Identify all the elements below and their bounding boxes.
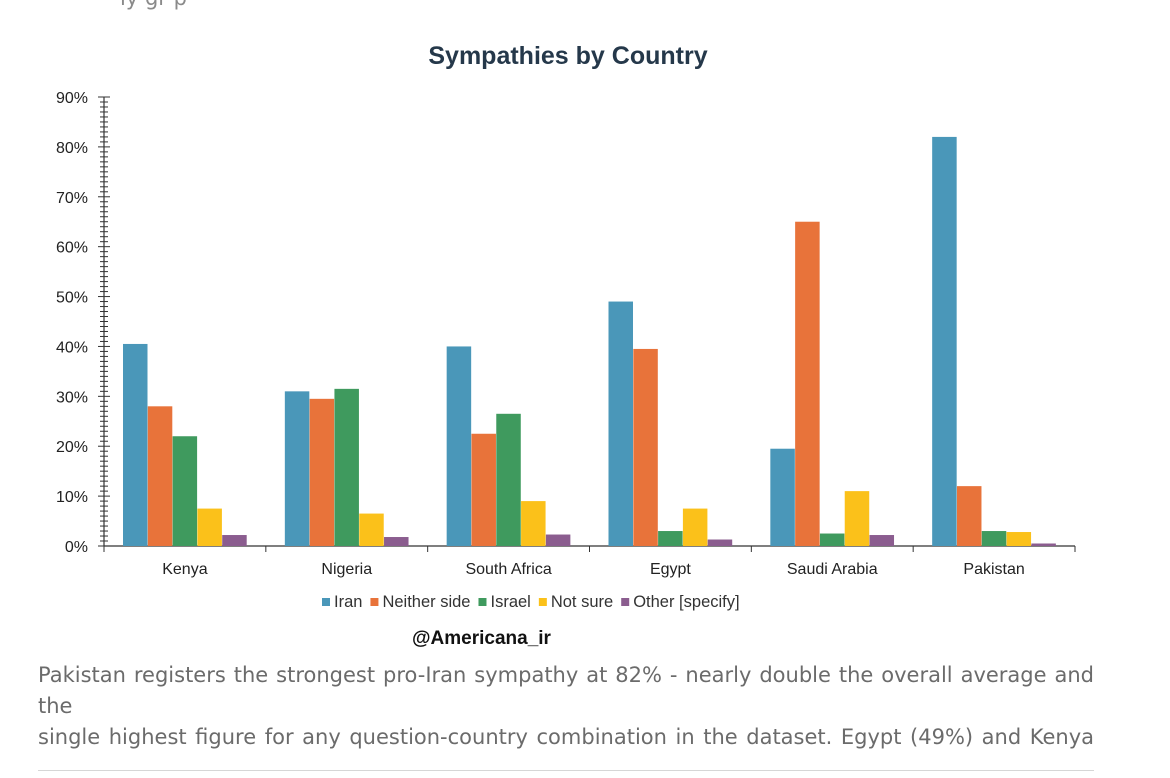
bar-not-sure-nigeria [359,513,384,546]
bar-other-specify-egypt [707,539,733,546]
bar-iran-south-africa [446,346,472,546]
y-tick-label: 0% [65,539,88,556]
y-tick-label: 80% [56,140,88,157]
x-tick-label: Pakistan [963,561,1024,578]
bar-not-sure-pakistan [1006,532,1032,546]
y-tick-label: 90% [56,90,88,107]
legend-label: Other [specify] [633,593,739,611]
x-tick-label: Nigeria [321,561,372,578]
bar-not-sure-south-africa [521,501,546,546]
bar-israel-kenya [172,436,198,546]
x-tick-label: Kenya [162,561,207,578]
legend-label: Iran [334,593,362,611]
bar-israel-nigeria [334,388,359,546]
legend-swatch [370,598,379,606]
bar-series-group [123,136,1056,546]
bar-iran-egypt [608,301,633,546]
legend-label: Not sure [551,593,613,611]
bar-israel-saudi-arabia [819,533,845,546]
y-tick-label: 20% [56,439,88,456]
bar-israel-egypt [658,531,683,546]
y-tick-label: 40% [56,339,88,356]
bar-neither-side-nigeria [309,398,335,546]
bar-israel-south-africa [496,413,521,546]
bar-neither-side-saudi-arabia [795,221,820,546]
bar-not-sure-kenya [197,508,222,546]
legend-swatch [538,598,547,606]
bar-not-sure-egypt [682,508,708,546]
bar-neither-side-south-africa [471,433,496,546]
legend-swatch [322,598,330,606]
bar-other-specify-south-africa [545,534,571,546]
bar-israel-pakistan [981,531,1007,546]
legend-label: Israel [490,593,530,611]
bar-neither-side-pakistan [956,486,982,546]
bar-not-sure-saudi-arabia [844,491,870,546]
y-tick-label: 60% [56,240,88,257]
bar-iran-pakistan [932,136,957,546]
y-tick-label: 10% [56,489,88,506]
bar-chart: Sympathies by Country 0% 10% 20% 30% 40% 50% 6… [56,42,1076,611]
legend-swatch [621,598,630,606]
bar-iran-saudi-arabia [770,448,795,546]
bar-neither-side-egypt [633,348,658,546]
caption-paragraph: Pakistan registers the strongest pro-Ira… [38,660,1094,753]
legend-label: Neither side [382,593,470,611]
x-tick-label: Egypt [650,561,691,578]
bar-other-specify-kenya [222,535,247,546]
bar-iran-kenya [123,343,148,546]
legend: Iran Neither side Israel Not sure Other [spe… [322,593,740,611]
y-tick-label: 70% [56,190,88,207]
x-tick-label: Saudi Arabia [787,561,878,578]
caption-line-1: Pakistan registers the strongest pro-Ira… [38,663,1094,718]
bar-other-specify-saudi-arabia [869,535,895,546]
bar-other-specify-pakistan [1031,543,1056,546]
divider [38,770,1094,771]
chart-title: Sympathies by Country [428,42,707,70]
bar-other-specify-nigeria [384,537,409,546]
cropped-top-text: ly gr p [120,0,187,10]
y-tick-label: 30% [56,389,88,406]
bar-iran-nigeria [284,391,310,546]
caption-line-2: single highest figure for any question-c… [38,725,1094,749]
y-axis: 0% 10% 20% 30% 40% 50% 60% 70% 80% 90% [56,90,110,556]
x-tick-label: South Africa [465,561,551,578]
legend-swatch [478,598,487,606]
x-axis: Kenya Nigeria South Africa Egypt Saudi Arabi… [103,545,1076,578]
bar-neither-side-kenya [147,406,173,546]
y-tick-label: 50% [56,290,88,307]
watermark: @Americana_ir [412,628,551,649]
